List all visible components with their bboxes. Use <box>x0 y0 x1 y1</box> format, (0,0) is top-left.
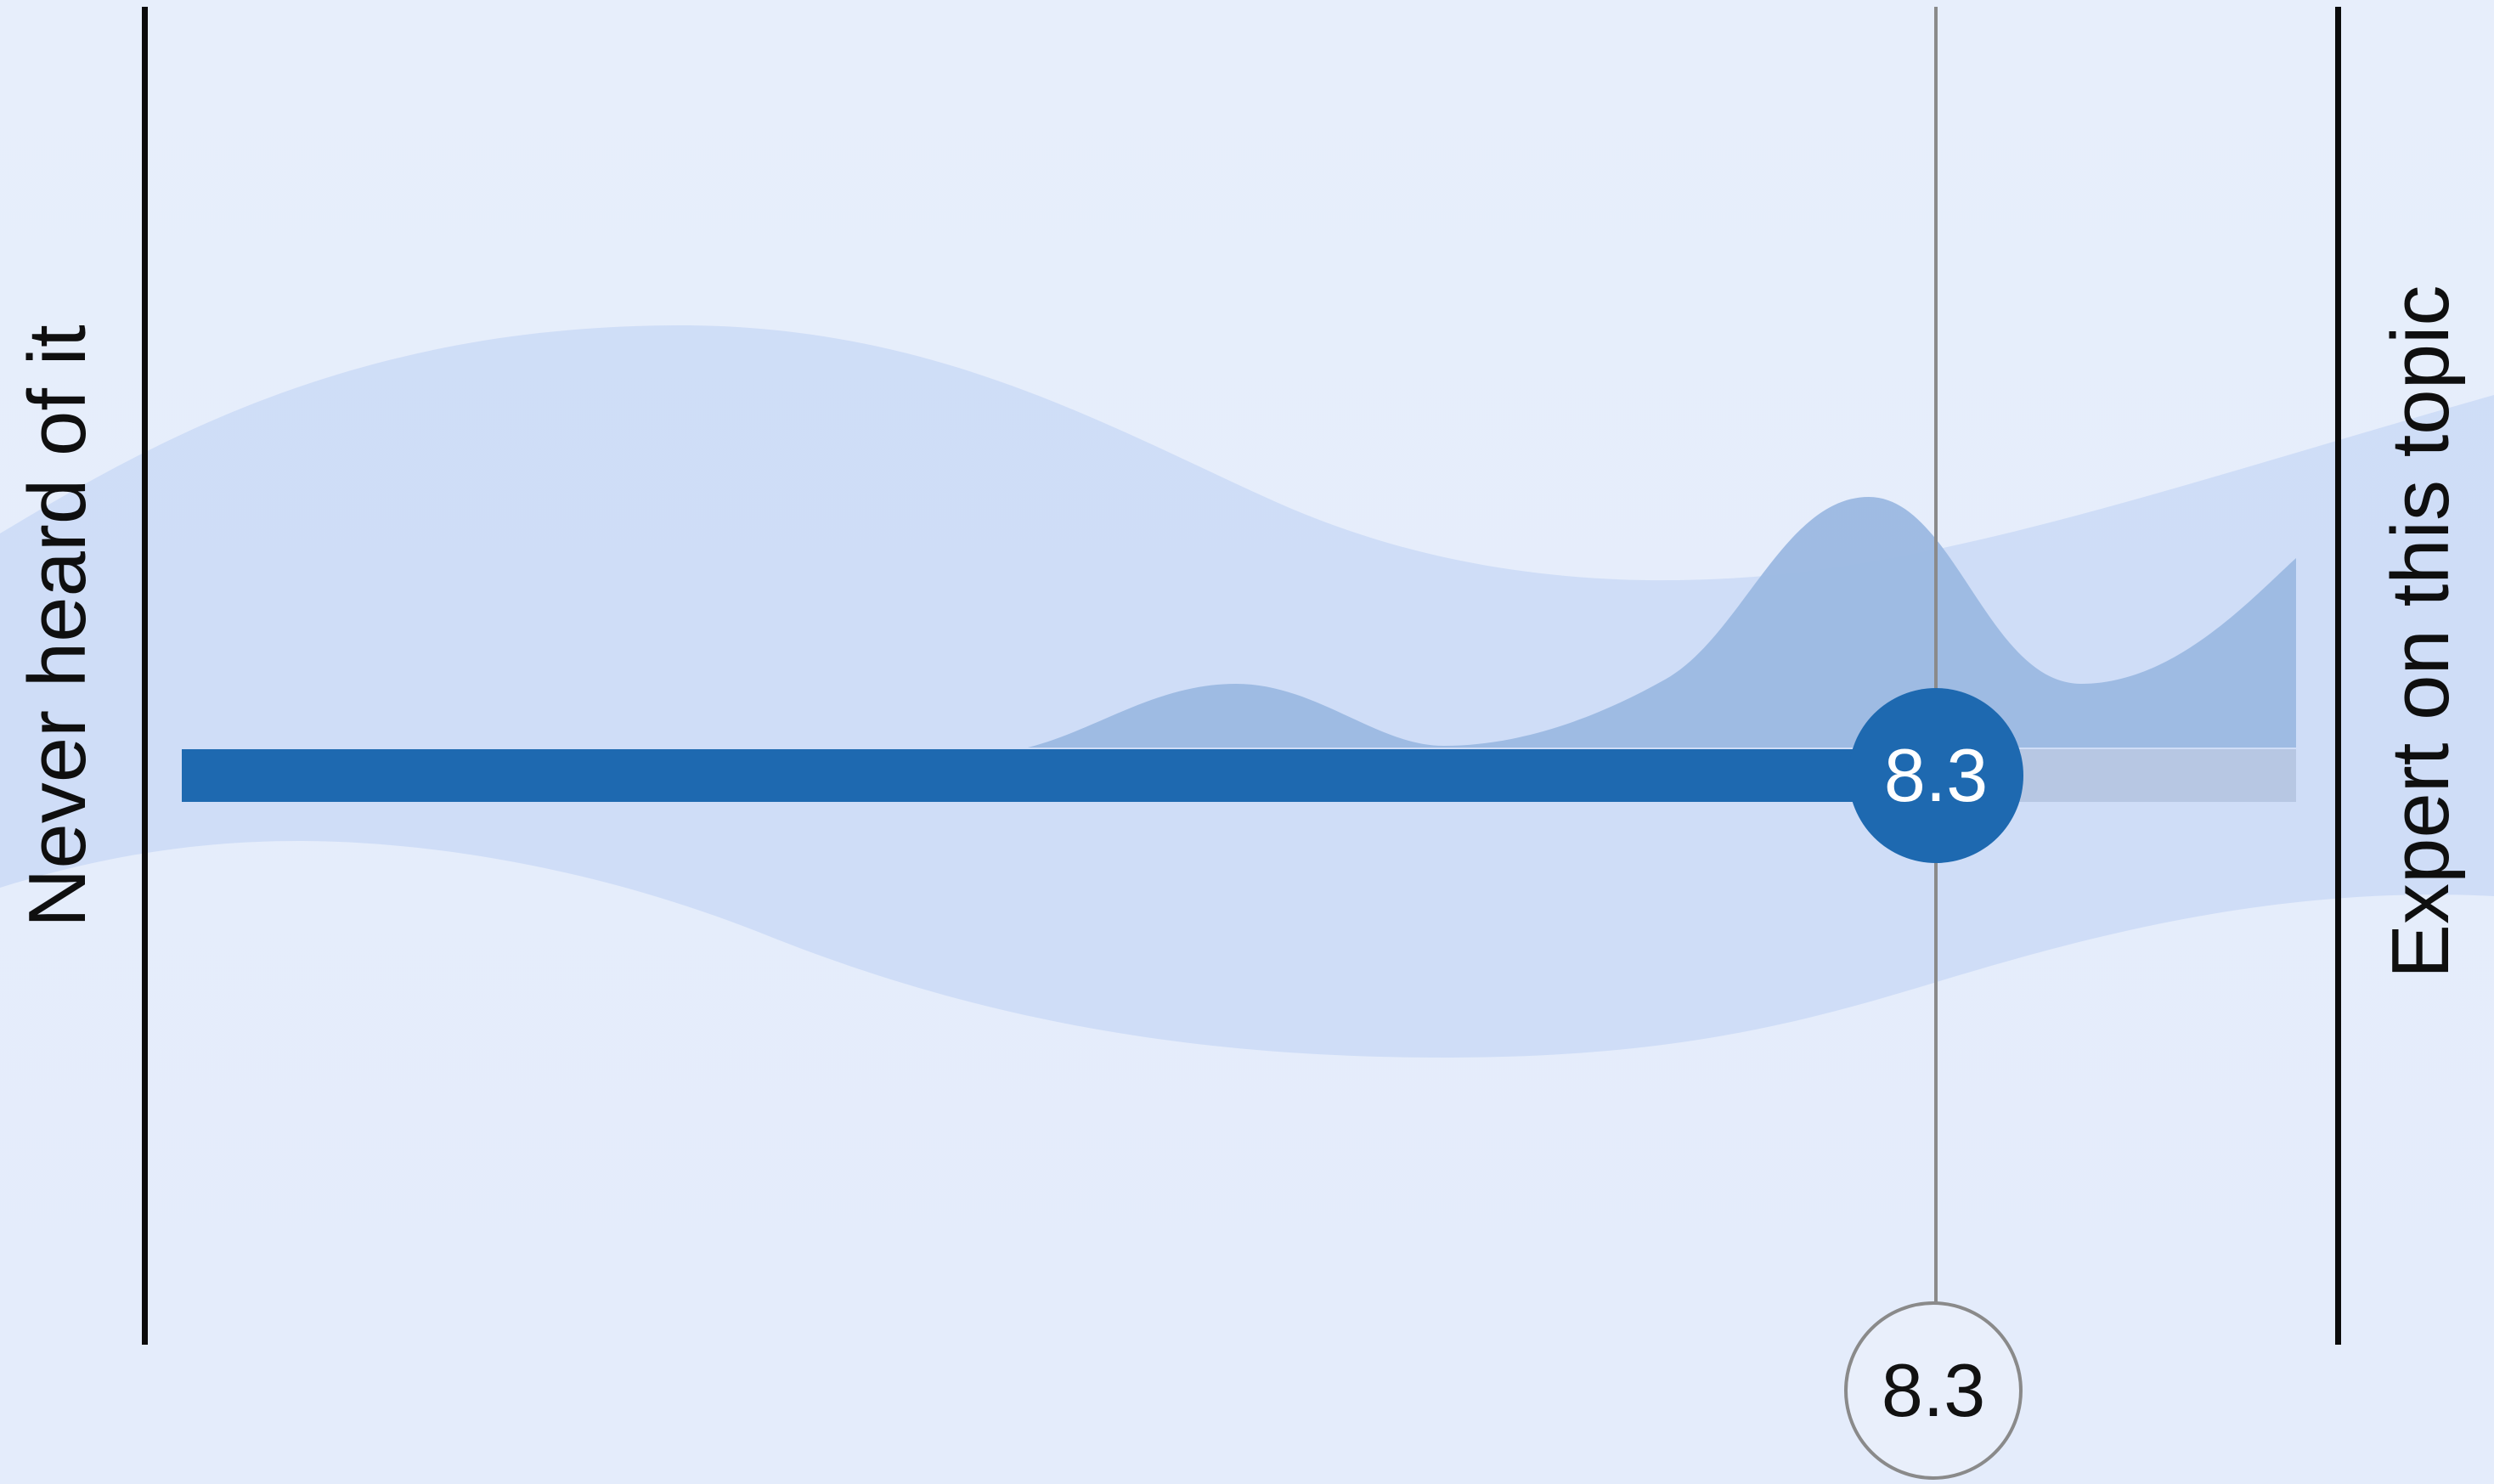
value-readout-text: 8.3 <box>1881 1348 1986 1432</box>
scale-max-line <box>2335 7 2341 1345</box>
scale-max-label: Expert on this topic <box>2375 285 2466 979</box>
slider-thumb-value: 8.3 <box>1883 733 1989 817</box>
value-readout: 8.3 <box>1844 1301 2023 1480</box>
scale-min-label: Never heard of it <box>12 324 103 928</box>
scale-min-line <box>142 7 148 1345</box>
slider-track-fill <box>182 749 1940 802</box>
response-distribution <box>1028 497 2296 748</box>
slider-thumb[interactable]: 8.3 <box>1848 688 2023 863</box>
